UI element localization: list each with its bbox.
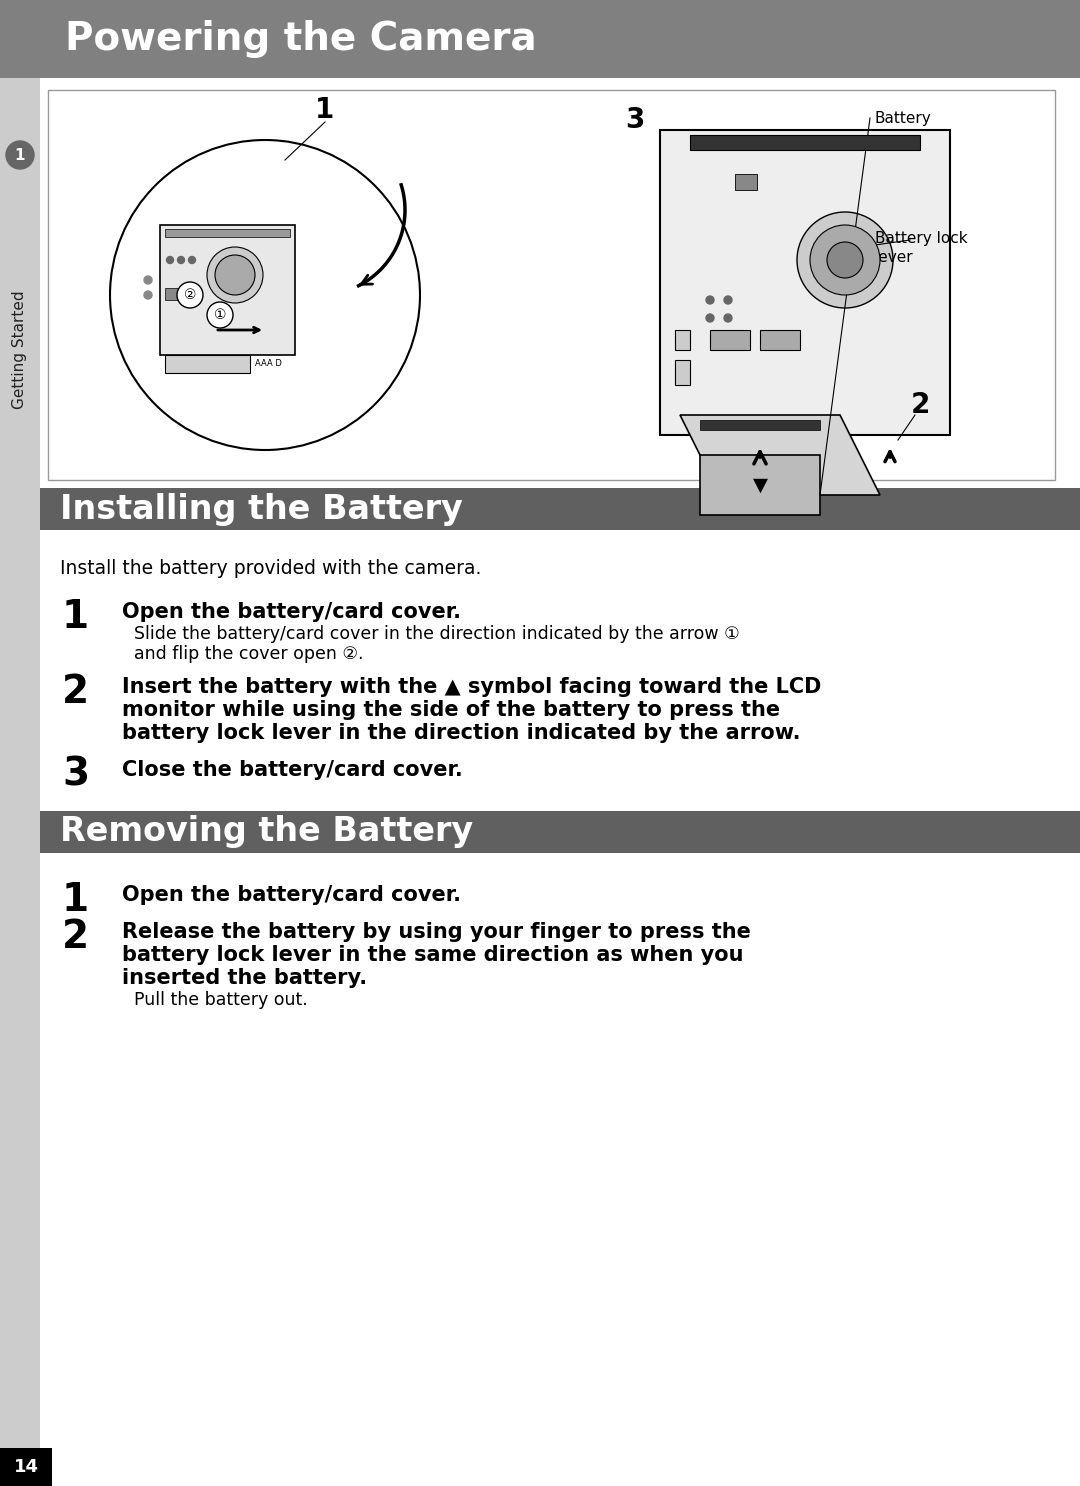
- Text: 1: 1: [15, 147, 25, 162]
- Text: Battery lock: Battery lock: [875, 230, 968, 245]
- Circle shape: [144, 276, 152, 284]
- Text: Close the battery/card cover.: Close the battery/card cover.: [122, 759, 462, 780]
- Circle shape: [6, 141, 33, 169]
- Circle shape: [724, 296, 732, 305]
- Circle shape: [144, 291, 152, 299]
- Text: 14: 14: [13, 1458, 39, 1476]
- Text: 3: 3: [625, 106, 645, 134]
- Circle shape: [706, 296, 714, 305]
- Circle shape: [810, 224, 880, 296]
- Bar: [0, 0, 40, 1486]
- Circle shape: [166, 257, 174, 263]
- Circle shape: [207, 247, 264, 303]
- Circle shape: [827, 242, 863, 278]
- Bar: [700, 421, 820, 429]
- Circle shape: [177, 282, 203, 308]
- Bar: [40, 487, 1080, 531]
- Text: ▼: ▼: [753, 476, 768, 495]
- Text: 1: 1: [62, 881, 90, 918]
- Bar: [690, 135, 920, 150]
- Bar: [675, 360, 690, 385]
- Text: Powering the Camera: Powering the Camera: [65, 19, 537, 58]
- Text: Open the battery/card cover.: Open the battery/card cover.: [122, 886, 461, 905]
- Text: 2: 2: [62, 673, 90, 710]
- Text: Release the battery by using your finger to press the: Release the battery by using your finger…: [122, 921, 751, 942]
- Text: battery lock lever in the same direction as when you: battery lock lever in the same direction…: [122, 945, 743, 964]
- Circle shape: [207, 302, 233, 328]
- Text: 1: 1: [315, 97, 335, 123]
- Polygon shape: [700, 455, 820, 516]
- Bar: [165, 355, 249, 373]
- Text: 1: 1: [62, 597, 90, 636]
- Bar: [760, 330, 800, 351]
- Text: Open the battery/card cover.: Open the battery/card cover.: [122, 602, 461, 623]
- Circle shape: [177, 257, 185, 263]
- Circle shape: [797, 212, 893, 308]
- Circle shape: [110, 140, 420, 450]
- Circle shape: [724, 314, 732, 322]
- Text: 2: 2: [62, 918, 90, 955]
- Circle shape: [189, 257, 195, 263]
- Polygon shape: [680, 415, 880, 495]
- Text: Installing the Battery: Installing the Battery: [60, 492, 462, 526]
- Text: 3: 3: [62, 756, 90, 794]
- Bar: [0, 1447, 52, 1486]
- Text: and flip the cover open ②.: and flip the cover open ②.: [134, 645, 364, 663]
- Circle shape: [215, 256, 255, 296]
- Text: Getting Started: Getting Started: [13, 291, 27, 409]
- Bar: [40, 811, 1080, 853]
- Bar: [710, 330, 750, 351]
- Text: ①: ①: [214, 308, 226, 322]
- Bar: [660, 129, 950, 435]
- Text: battery lock lever in the direction indicated by the arrow.: battery lock lever in the direction indi…: [122, 724, 800, 743]
- Text: Removing the Battery: Removing the Battery: [60, 816, 473, 849]
- Text: Slide the battery/card cover in the direction indicated by the arrow ①: Slide the battery/card cover in the dire…: [134, 626, 740, 643]
- Text: 2: 2: [910, 391, 930, 419]
- Bar: [675, 330, 690, 351]
- Text: inserted the battery.: inserted the battery.: [122, 967, 367, 988]
- Text: Insert the battery with the ▲ symbol facing toward the LCD: Insert the battery with the ▲ symbol fac…: [122, 678, 822, 697]
- Bar: [48, 91, 1055, 480]
- Bar: [165, 229, 291, 236]
- Bar: [160, 224, 295, 355]
- Text: Install the battery provided with the camera.: Install the battery provided with the ca…: [60, 559, 482, 578]
- Bar: [735, 174, 757, 190]
- Text: monitor while using the side of the battery to press the: monitor while using the side of the batt…: [122, 700, 780, 721]
- Bar: [0, 0, 1080, 77]
- Bar: [165, 288, 185, 300]
- Text: AAA D: AAA D: [255, 360, 282, 369]
- Text: ②: ②: [184, 288, 197, 302]
- Text: lever: lever: [875, 251, 914, 266]
- Text: Pull the battery out.: Pull the battery out.: [134, 991, 308, 1009]
- Circle shape: [706, 314, 714, 322]
- Text: Battery: Battery: [875, 110, 932, 125]
